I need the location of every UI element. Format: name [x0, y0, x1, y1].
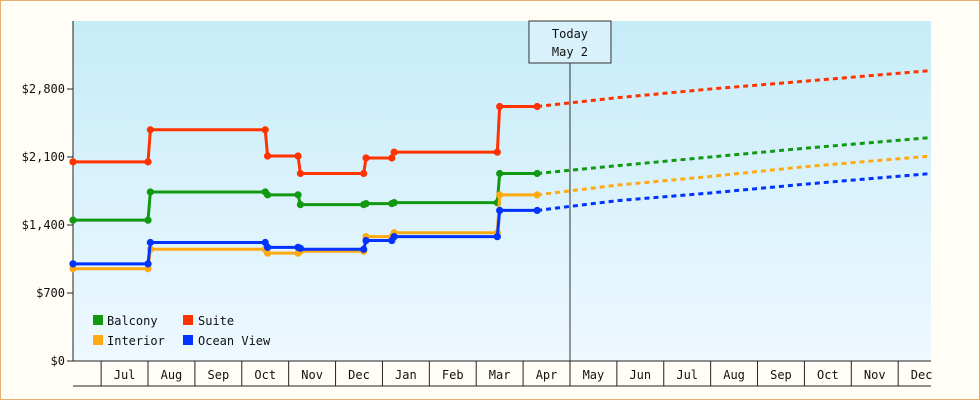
- x-tick-label: Sep: [770, 368, 792, 382]
- today-box: [528, 20, 612, 64]
- y-tick-label: $0: [51, 354, 65, 368]
- data-point-balcony: [144, 216, 152, 224]
- data-point-suite: [533, 102, 541, 111]
- series-line-balcony: [73, 172, 538, 222]
- data-point-ocean-view: [493, 233, 501, 241]
- legend-label-ocean-view: Ocean View: [198, 334, 271, 348]
- x-tick-label: Jul: [676, 368, 698, 382]
- y-axis: $0 $700 $1,400 $2,100 $2,800: [22, 21, 74, 368]
- data-point-ocean-view: [533, 206, 541, 215]
- data-point-ocean-view: [390, 233, 398, 241]
- legend-swatch-suite: [183, 315, 193, 325]
- data-point-balcony: [146, 188, 154, 196]
- data-point-ocean-view: [296, 244, 304, 252]
- x-tick-label: Mar: [489, 368, 511, 382]
- series-lines: [69, 69, 932, 273]
- data-point-balcony: [296, 201, 304, 209]
- data-point-ocean-view: [146, 238, 154, 247]
- data-point-balcony: [390, 199, 398, 207]
- series-line-ocean-view: [73, 208, 538, 266]
- series-forecast-balcony: [537, 136, 932, 176]
- data-point-balcony: [69, 216, 77, 224]
- data-point-suite: [390, 148, 398, 156]
- y-tick-label: $2,100: [22, 150, 65, 164]
- x-tick-label: Apr: [536, 368, 558, 382]
- data-point-suite: [496, 102, 504, 111]
- y-tick-label: $700: [36, 286, 65, 300]
- y-tick-label: $1,400: [22, 218, 65, 232]
- y-tick-label: $2,800: [22, 82, 65, 96]
- series-line-interior: [73, 193, 538, 271]
- data-point-suite: [362, 154, 370, 162]
- legend-swatch-ocean-view: [183, 335, 193, 345]
- x-tick-label: Sep: [208, 368, 230, 382]
- x-tick-label: Jul: [114, 368, 136, 382]
- legend-label-interior: Interior: [107, 334, 165, 348]
- data-point-suite: [360, 169, 368, 178]
- x-tick-label: Aug: [161, 368, 183, 382]
- data-point-ocean-view: [496, 206, 504, 215]
- data-point-ocean-view: [263, 243, 272, 251]
- legend-label-balcony: Balcony: [107, 314, 158, 328]
- data-point-balcony: [362, 200, 370, 208]
- today-label: Today: [552, 27, 588, 41]
- x-tick-label: Nov: [301, 368, 323, 382]
- x-axis: Jul Aug Sep Oct Nov Dec Jan Feb Mar Apr May Jun Jul A…: [73, 360, 933, 387]
- x-tick-label: Jan: [395, 368, 417, 382]
- data-point-suite: [144, 158, 152, 166]
- data-point-balcony: [294, 191, 302, 199]
- legend-swatch-interior: [93, 335, 103, 345]
- series-line-suite: [73, 104, 538, 176]
- data-point-suite: [296, 169, 304, 178]
- x-tick-label: Oct: [254, 368, 276, 382]
- legend: Balcony Suite Interior Ocean View: [93, 314, 271, 348]
- data-point-interior: [263, 249, 272, 257]
- x-tick-label: Nov: [864, 368, 886, 382]
- data-point-balcony: [496, 169, 504, 178]
- data-point-suite: [493, 148, 501, 156]
- data-point-balcony: [263, 191, 272, 199]
- data-point-ocean-view: [360, 245, 368, 253]
- data-point-suite: [294, 152, 302, 160]
- data-point-ocean-view: [362, 236, 370, 245]
- x-tick-label: Oct: [817, 368, 839, 382]
- x-tick-label: Aug: [723, 368, 745, 382]
- data-point-suite: [263, 152, 272, 160]
- data-point-balcony: [533, 169, 541, 178]
- series-forecast-interior: [536, 154, 932, 197]
- data-point-interior: [533, 191, 541, 199]
- x-tick-label: May: [583, 368, 605, 382]
- series-forecast-suite: [537, 69, 932, 108]
- x-tick-label: Jun: [629, 368, 651, 382]
- today-annotation: Today May 2: [528, 20, 612, 361]
- data-point-suite: [146, 126, 154, 134]
- x-tick-label: Dec: [348, 368, 370, 382]
- data-point-suite: [388, 154, 396, 162]
- data-point-ocean-view: [69, 260, 77, 268]
- legend-label-suite: Suite: [198, 314, 234, 328]
- data-point-suite: [261, 126, 269, 134]
- data-point-suite: [69, 158, 77, 166]
- series-forecast-ocean-view: [536, 172, 932, 212]
- legend-swatch-balcony: [93, 315, 103, 325]
- x-tick-label: Dec: [911, 368, 933, 382]
- data-point-ocean-view: [144, 260, 152, 268]
- today-date: May 2: [552, 45, 588, 59]
- data-point-interior: [496, 191, 504, 199]
- x-tick-label: Feb: [442, 368, 464, 382]
